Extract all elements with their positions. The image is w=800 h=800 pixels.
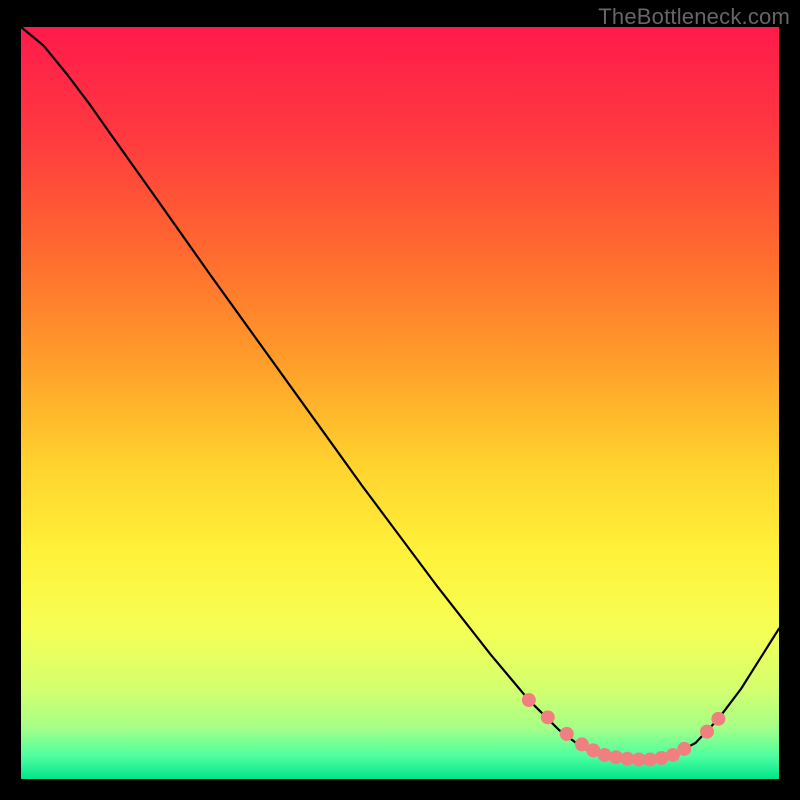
marker-dot bbox=[677, 742, 691, 756]
marker-dot bbox=[711, 712, 725, 726]
chart-canvas: TheBottleneck.com bbox=[0, 0, 800, 800]
chart-svg bbox=[0, 0, 800, 800]
marker-dot bbox=[522, 693, 536, 707]
marker-dot bbox=[560, 727, 574, 741]
watermark-text: TheBottleneck.com bbox=[598, 4, 790, 30]
marker-dot bbox=[541, 710, 555, 724]
plot-background bbox=[21, 27, 779, 779]
marker-dot bbox=[700, 725, 714, 739]
